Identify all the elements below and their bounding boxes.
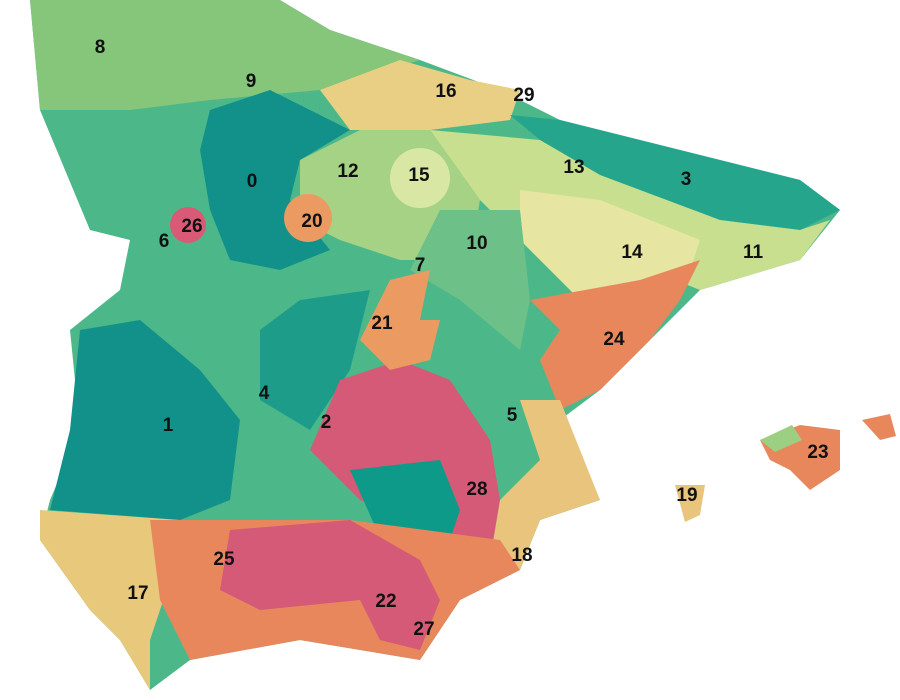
region-label: 3	[681, 169, 692, 190]
region-24	[530, 260, 700, 410]
region-label: 22	[375, 591, 396, 612]
region-label: 23	[807, 442, 828, 463]
region-label: 13	[563, 157, 584, 178]
region-18	[490, 400, 600, 570]
region-label: 19	[676, 485, 697, 506]
island-ibiza	[675, 485, 705, 522]
island-menorca	[862, 414, 896, 440]
region-3	[510, 115, 840, 230]
island-mallorca-west	[760, 425, 802, 452]
region-label: 21	[371, 313, 393, 334]
region-label: 25	[213, 549, 235, 570]
region-14	[520, 190, 700, 300]
region-label: 4	[259, 383, 270, 404]
region-label: 26	[181, 216, 202, 237]
region-label: 5	[507, 405, 518, 426]
region-label: 27	[413, 619, 434, 640]
region-0	[200, 90, 350, 270]
region-labels: 0 1 2 3 4 5 6 7 8 9 10 11 12 13 14 15 16…	[95, 37, 829, 640]
region-label: 17	[127, 583, 148, 604]
region-2	[260, 290, 370, 430]
region-10	[410, 210, 530, 350]
region-15	[390, 148, 450, 208]
region-label: 6	[159, 231, 170, 252]
region-label: 16	[435, 81, 456, 102]
region-label: 8	[95, 37, 106, 58]
region-label: 11	[743, 242, 764, 263]
region-label: 14	[621, 242, 643, 263]
region-22-27	[220, 520, 440, 650]
region-20	[284, 194, 332, 242]
region-17	[40, 510, 180, 690]
region-label: 7	[415, 255, 426, 276]
region-8-9	[30, 0, 420, 110]
region-label: 1	[163, 415, 174, 436]
regions	[30, 0, 896, 690]
region-16	[320, 60, 520, 130]
region-label: 18	[511, 545, 532, 566]
region-label: 9	[246, 71, 257, 92]
region-label: 15	[408, 165, 430, 186]
region-label: 28	[466, 479, 487, 500]
region-label: 12	[337, 161, 358, 182]
region-1	[50, 320, 240, 520]
region-11-13	[430, 130, 830, 290]
region-label: 20	[301, 211, 322, 232]
region-label: 2	[321, 412, 332, 433]
region-label: 29	[513, 85, 534, 106]
region-label: 0	[247, 171, 258, 192]
region-26	[170, 207, 206, 243]
region-21	[360, 270, 440, 370]
region-label: 10	[466, 233, 487, 254]
region-label: 24	[603, 329, 625, 350]
